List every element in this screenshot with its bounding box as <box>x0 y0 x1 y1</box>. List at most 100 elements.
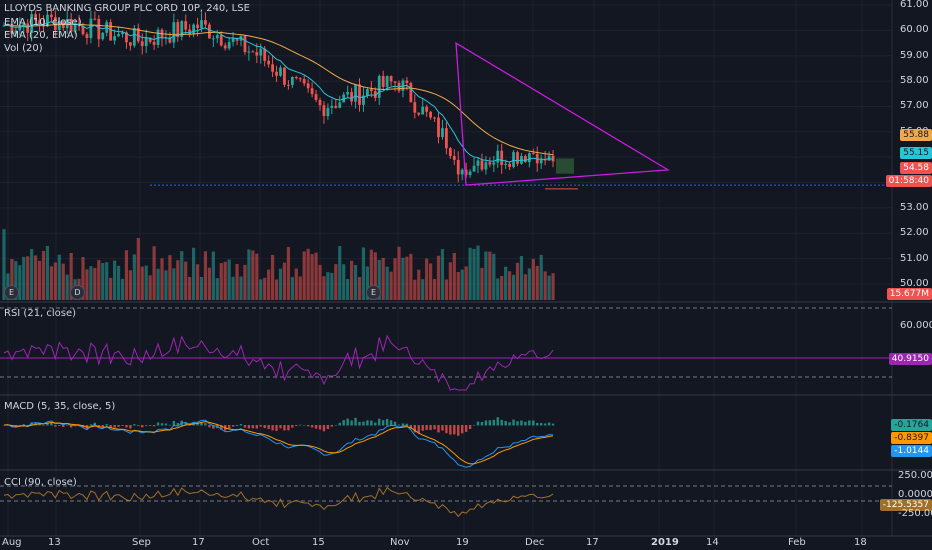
macd-hist-bar <box>42 425 45 426</box>
countdown-tag: 01:58:40 <box>885 175 932 187</box>
rsi-legend[interactable]: RSI (21, close) <box>4 308 77 319</box>
cci-line <box>3 486 554 518</box>
candle-body <box>117 34 120 37</box>
volume-bar <box>519 255 524 300</box>
triangle-pattern[interactable] <box>455 41 671 186</box>
volume-bar <box>448 262 452 300</box>
macd-hist-bar <box>393 421 397 426</box>
ema-10-legend[interactable]: EMA (10, close) <box>4 17 82 28</box>
volume-bar <box>413 279 417 300</box>
macd-hist-bar <box>121 425 124 426</box>
volume-bar <box>195 264 200 300</box>
candle-body <box>338 102 342 108</box>
volume-bar <box>243 264 247 300</box>
macd-hist-bar <box>362 421 365 426</box>
candle-body <box>34 14 37 21</box>
macd-hist-bar <box>196 423 199 426</box>
macd-hist-tag: -0.1764 <box>891 419 932 431</box>
candle-body <box>452 156 456 160</box>
macd-hist-bar <box>54 425 57 427</box>
earnings-icon[interactable]: E <box>4 285 19 300</box>
candle-body <box>358 84 361 105</box>
volume-bar <box>278 268 283 300</box>
candle-body <box>180 21 184 37</box>
volume-bar <box>357 277 362 300</box>
macd-hist-bar <box>457 425 460 436</box>
volume-bar <box>41 250 46 300</box>
macd-hist-bar <box>543 423 547 426</box>
candle-body <box>385 76 389 87</box>
macd-hist-bar <box>125 425 128 428</box>
candle-body <box>437 117 440 138</box>
candle-body <box>421 106 425 115</box>
volume-bar <box>120 278 125 300</box>
volume-bar <box>440 249 445 300</box>
candle-body <box>192 24 195 34</box>
macd-hist-bar <box>239 424 243 426</box>
earnings-icon[interactable]: E <box>366 285 381 300</box>
volume-bar <box>65 274 69 300</box>
time-tick: 18 <box>854 537 867 548</box>
candle-body <box>369 89 373 92</box>
candle-body <box>219 35 223 46</box>
macd-hist-bar <box>330 425 334 427</box>
price-tick: 58.00 <box>900 75 929 87</box>
volume-bar <box>152 246 156 300</box>
macd-hist-bar <box>164 423 168 426</box>
macd-hist-bar <box>267 425 270 430</box>
volume-bar <box>365 266 369 300</box>
candle-body <box>18 25 22 31</box>
volume-bar <box>310 254 314 300</box>
macd-hist-bar <box>378 418 381 426</box>
macd-hist-bar <box>172 420 176 426</box>
price-tick: 51.00 <box>900 252 929 264</box>
candle-body <box>26 23 30 33</box>
macd-hist-bar <box>516 421 519 426</box>
macd-hist-bar <box>528 420 531 426</box>
macd-hist-bar <box>58 425 61 426</box>
macd-legend[interactable]: MACD (5, 35, close, 5) <box>4 401 116 412</box>
macd-hist-bar <box>10 425 14 428</box>
macd-hist-bar <box>50 422 53 426</box>
candle-body <box>488 162 492 165</box>
volume-bar <box>464 266 468 300</box>
macd-hist-bar <box>464 425 468 432</box>
candle-body <box>211 38 215 40</box>
time-tick: 13 <box>48 537 61 548</box>
candle-body <box>283 67 286 85</box>
macd-hist-bar <box>310 425 314 428</box>
dividend-icon[interactable]: D <box>70 285 85 300</box>
candle-body <box>508 163 511 167</box>
cci-legend[interactable]: CCI (90, close) <box>4 477 77 488</box>
candle-body <box>200 20 203 29</box>
candle-body <box>46 14 49 27</box>
candle-body <box>377 75 381 98</box>
macd-hist-bar <box>536 422 539 426</box>
volume-bar <box>350 260 354 300</box>
macd-hist-bar <box>338 422 341 426</box>
volume-bar <box>215 278 219 300</box>
pane-separators[interactable] <box>0 301 932 537</box>
macd-line <box>3 419 554 468</box>
volume-bar <box>294 268 298 300</box>
macd-hist-bar <box>212 425 215 429</box>
volume-legend[interactable]: Vol (20) <box>4 43 43 54</box>
candle-body <box>263 48 267 61</box>
time-tick: Nov <box>390 537 410 548</box>
candle-body <box>445 128 448 149</box>
ema-20-legend[interactable]: EMA (20, EMA) <box>4 30 78 41</box>
candle-body <box>480 160 484 170</box>
volume-bar <box>338 246 342 300</box>
macd-hist-bar <box>358 421 361 426</box>
volume-bar <box>429 263 433 300</box>
macd-hist-bar <box>405 423 409 426</box>
candle-body <box>441 128 444 138</box>
volume-bar <box>176 260 180 300</box>
candle-body <box>57 21 61 30</box>
candle-body <box>512 152 515 167</box>
candle-body <box>516 152 519 164</box>
macd-hist-bar <box>532 420 535 426</box>
macd-hist-bar <box>540 423 543 426</box>
volume-bar <box>421 279 425 300</box>
